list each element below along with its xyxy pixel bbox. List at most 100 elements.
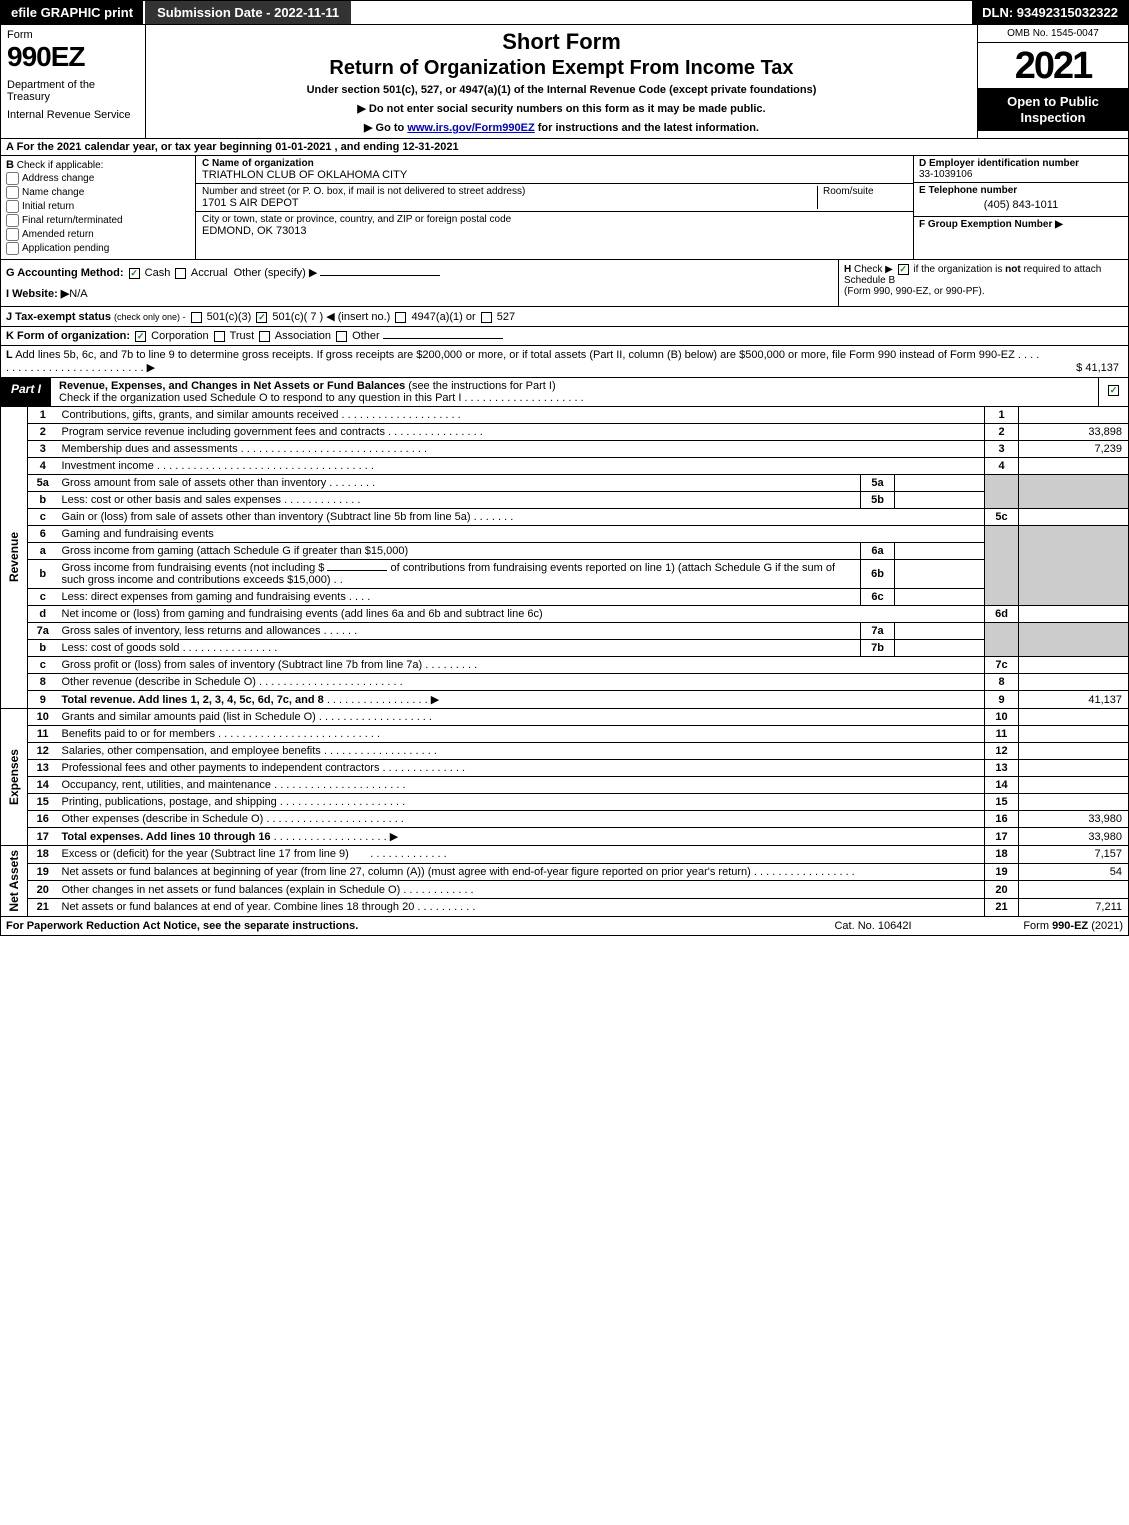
application-pending-checkbox[interactable] — [6, 242, 19, 255]
association-checkbox[interactable] — [259, 331, 270, 342]
line-11-num: 11 — [28, 726, 58, 743]
checkbox-initial-return[interactable]: Initial return — [6, 200, 190, 213]
line-17-ln: 17 — [985, 828, 1019, 846]
k-label: K Form of organization: — [6, 330, 130, 342]
expenses-vertical-text: Expenses — [5, 747, 23, 807]
amended-return-label: Amended return — [22, 229, 94, 240]
line-6abc-grey-amt — [1019, 526, 1129, 606]
line-18-amt: 7,157 — [1019, 846, 1129, 864]
b-label: B — [6, 159, 14, 171]
line-8-num: 8 — [28, 674, 58, 691]
address-change-checkbox[interactable] — [6, 172, 19, 185]
line-6-num: 6 — [28, 526, 58, 543]
checkbox-address-change[interactable]: Address change — [6, 172, 190, 185]
line-4-amt — [1019, 458, 1129, 475]
line-2-num: 2 — [28, 424, 58, 441]
revenue-vertical-text: Revenue — [5, 530, 23, 584]
instr-post: for instructions and the latest informat… — [535, 122, 759, 134]
line-3-desc: Membership dues and assessments . . . . … — [58, 441, 985, 458]
name-change-checkbox[interactable] — [6, 186, 19, 199]
open-public-inspection: Open to Public Inspection — [978, 88, 1128, 131]
line-3-num: 3 — [28, 441, 58, 458]
line-9-amt: 41,137 — [1019, 691, 1129, 709]
line-20-desc: Other changes in net assets or fund bala… — [58, 881, 985, 899]
checkbox-application-pending[interactable]: Application pending — [6, 242, 190, 255]
line-11-ln: 11 — [985, 726, 1019, 743]
telephone-block: E Telephone number (405) 843-1011 — [914, 183, 1128, 217]
line-7c-desc: Gross profit or (loss) from sales of inv… — [58, 657, 985, 674]
final-return-checkbox[interactable] — [6, 214, 19, 227]
line-6d-num: d — [28, 606, 58, 623]
line-14-desc: Occupancy, rent, utilities, and maintena… — [58, 777, 985, 794]
trust-checkbox[interactable] — [214, 331, 225, 342]
other-specify-line[interactable] — [320, 275, 440, 276]
corporation-checkbox[interactable] — [135, 331, 146, 342]
line-9-desc: Total revenue. Add lines 1, 2, 3, 4, 5c,… — [58, 691, 985, 709]
cash-checkbox[interactable] — [129, 268, 140, 279]
line-10-desc: Grants and similar amounts paid (list in… — [58, 709, 985, 726]
association-label: Association — [275, 330, 331, 342]
row-g-h: G Accounting Method: Cash Accrual Other … — [0, 260, 1129, 307]
application-pending-label: Application pending — [22, 243, 109, 254]
footer-form-post: (2021) — [1088, 920, 1123, 932]
line-18-desc: Excess or (deficit) for the year (Subtra… — [58, 846, 985, 864]
return-subtitle: Under section 501(c), 527, or 4947(a)(1)… — [156, 84, 967, 96]
line-6a-desc: Gross income from gaming (attach Schedul… — [58, 543, 861, 560]
line-21-ln: 21 — [985, 898, 1019, 916]
checkbox-amended-return[interactable]: Amended return — [6, 228, 190, 241]
line-7a-subamt — [895, 623, 985, 640]
row-k-form-of-org: K Form of organization: Corporation Trus… — [0, 327, 1129, 346]
section-b-through-f: B Check if applicable: Address change Na… — [0, 156, 1129, 260]
501c3-checkbox[interactable] — [191, 312, 202, 323]
line-1-num: 1 — [28, 407, 58, 424]
line-16-ln: 16 — [985, 811, 1019, 828]
line-13-num: 13 — [28, 760, 58, 777]
form-footer-right: Form 990-EZ (2021) — [963, 920, 1123, 932]
line-6-desc: Gaming and fundraising events — [58, 526, 985, 543]
other-org-checkbox[interactable] — [336, 331, 347, 342]
addr-value: 1701 S AIR DEPOT — [202, 197, 817, 209]
form-year: 2021 — [978, 43, 1128, 88]
4947-checkbox[interactable] — [395, 312, 406, 323]
line-10-amt — [1019, 709, 1129, 726]
line-17-amt: 33,980 — [1019, 828, 1129, 846]
efile-print-label[interactable]: efile GRAPHIC print — [1, 1, 143, 24]
other-org-line[interactable] — [383, 338, 503, 339]
accrual-checkbox[interactable] — [175, 268, 186, 279]
row-l-gross-receipts: L Add lines 5b, 6c, and 7b to line 9 to … — [0, 346, 1129, 378]
l-amount: $ 41,137 — [1043, 362, 1123, 374]
line-16-desc: Other expenses (describe in Schedule O) … — [58, 811, 985, 828]
4947-label: 4947(a)(1) or — [411, 311, 475, 323]
line-16-amt: 33,980 — [1019, 811, 1129, 828]
line-7ab-grey — [985, 623, 1019, 657]
checkbox-final-return[interactable]: Final return/terminated — [6, 214, 190, 227]
ein-block: D Employer identification number 33-1039… — [914, 156, 1128, 183]
line-4-ln: 4 — [985, 458, 1019, 475]
line-5a-num: 5a — [28, 475, 58, 492]
line-21-desc: Net assets or fund balances at end of ye… — [58, 898, 985, 916]
line-20-ln: 20 — [985, 881, 1019, 899]
initial-return-checkbox[interactable] — [6, 200, 19, 213]
org-name-label: C Name of organization — [202, 158, 907, 169]
line-8-amt — [1019, 674, 1129, 691]
line-6b-desc: Gross income from fundraising events (no… — [58, 560, 861, 589]
line-19-ln: 19 — [985, 863, 1019, 881]
schedule-o-checkbox[interactable] — [1108, 385, 1119, 396]
line-6b-num: b — [28, 560, 58, 589]
527-checkbox[interactable] — [481, 312, 492, 323]
org-address-block: Number and street (or P. O. box, if mail… — [196, 184, 913, 212]
schedule-b-checkbox[interactable] — [898, 264, 909, 275]
h-text4: (Form 990, 990-EZ, or 990-PF). — [844, 286, 985, 297]
checkbox-name-change[interactable]: Name change — [6, 186, 190, 199]
website-value: N/A — [69, 288, 87, 300]
footer-form-pre: Form — [1023, 920, 1052, 932]
amended-return-checkbox[interactable] — [6, 228, 19, 241]
dln-label: DLN: 93492315032322 — [972, 1, 1128, 24]
501c-checkbox[interactable] — [256, 312, 267, 323]
netassets-vertical-text: Net Assets — [5, 848, 23, 914]
irs-link[interactable]: www.irs.gov/Form990EZ — [407, 122, 534, 134]
final-return-label: Final return/terminated — [22, 215, 123, 226]
line-6b-blank[interactable] — [327, 570, 387, 571]
line-8-desc: Other revenue (describe in Schedule O) .… — [58, 674, 985, 691]
line-5a-subamt — [895, 475, 985, 492]
